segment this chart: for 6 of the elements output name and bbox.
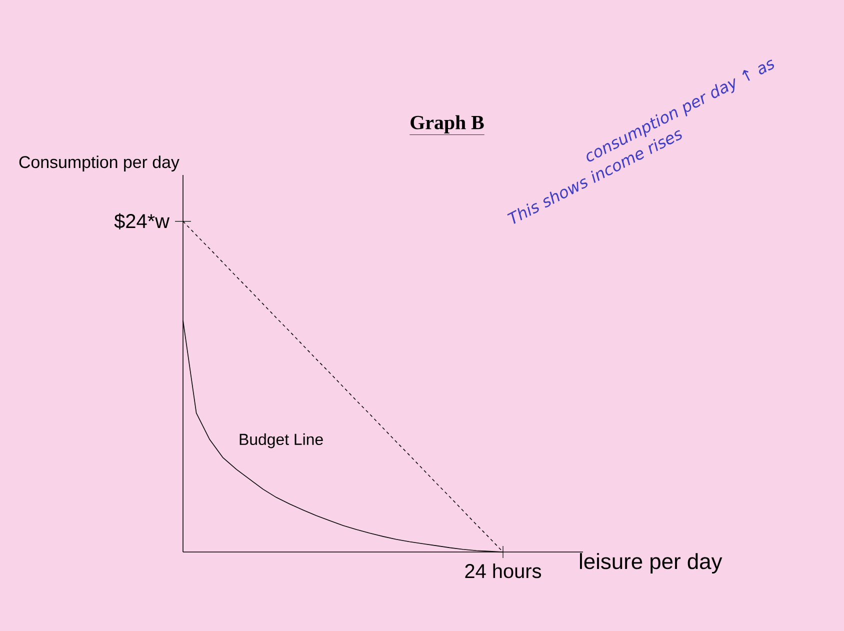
text: $24*w: [114, 213, 170, 230]
annotation: Budget Line: [240, 433, 323, 448]
chart-title: Graph B: [410, 115, 484, 134]
y-axis-title: Consumption per day: [19, 156, 180, 172]
x-axis-title: leisure per day: [580, 553, 722, 574]
text: 24 hours: [465, 564, 542, 578]
